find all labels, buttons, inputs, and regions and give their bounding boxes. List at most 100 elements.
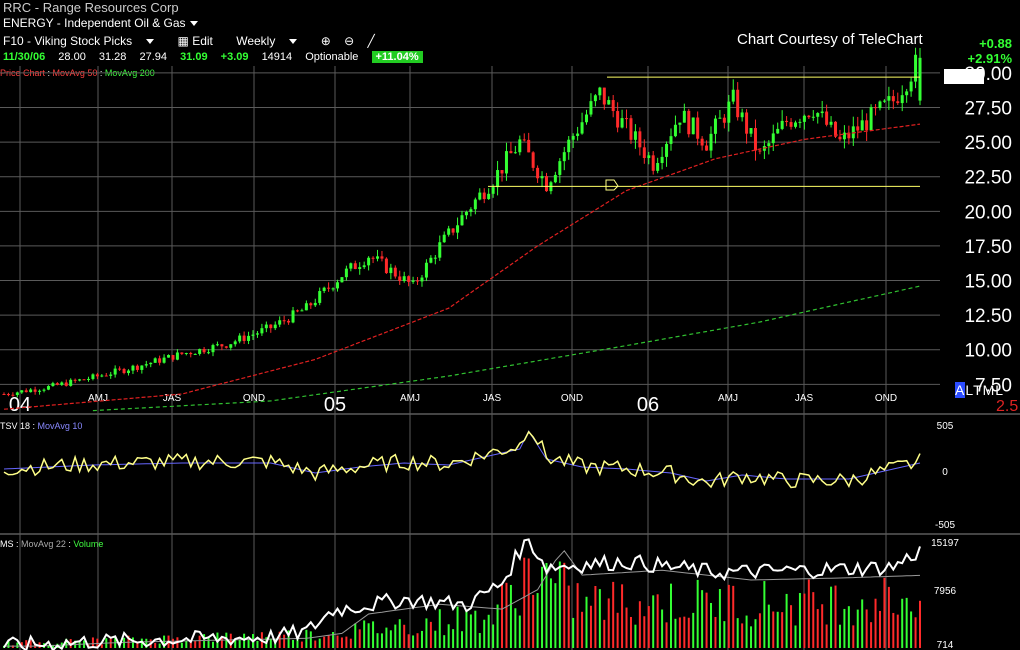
candle-body (158, 358, 162, 363)
candle-body (433, 257, 437, 259)
volume-bar (656, 594, 659, 648)
candle-body (918, 57, 922, 101)
x-tick-label: AMJ (88, 393, 108, 404)
volume-bar (541, 566, 544, 648)
volume-bar (723, 621, 726, 648)
volume-bar (585, 596, 588, 648)
candle-body (371, 257, 375, 259)
tsv-tick-label: -505 (935, 520, 955, 531)
chevron-down-icon[interactable] (189, 21, 198, 27)
candle-body (842, 132, 846, 140)
candle-body (46, 386, 50, 390)
period-dropdown[interactable]: Weekly (236, 34, 307, 48)
volume-bar (812, 592, 815, 648)
volume-bar (496, 604, 499, 648)
candle-body (118, 368, 122, 370)
volume-bar (576, 583, 579, 648)
tsv-tick-label: 505 (937, 421, 954, 432)
candle-body (722, 117, 726, 123)
candle-body (860, 120, 864, 131)
candle-body (611, 100, 615, 112)
candle-body (487, 193, 491, 200)
tsv-tick-label: 0 (942, 467, 948, 478)
candle-body (362, 265, 366, 268)
volume-bar (536, 593, 539, 648)
draw-line-icon[interactable]: ╱ (367, 34, 375, 48)
candle-body (393, 267, 397, 277)
candle-body (384, 258, 388, 274)
volume-bar (25, 640, 28, 648)
candle-body (616, 111, 620, 128)
volume-bar (745, 615, 748, 648)
candle-body (193, 353, 197, 355)
legend-tsv: TSV 18 (0, 421, 31, 431)
volume-bar (256, 640, 259, 648)
volume-bar (616, 612, 619, 648)
volume-bar (447, 624, 450, 648)
volume-bar (234, 639, 237, 648)
candle-body (478, 192, 482, 200)
volume-bar (816, 609, 819, 648)
zoom-in-icon[interactable]: ⊕ (320, 34, 331, 48)
annotation-marker (605, 179, 619, 191)
x-tick-label: 06 (637, 394, 659, 416)
candle-body (740, 112, 744, 118)
candle-body (15, 392, 19, 396)
volume-bar (363, 620, 366, 648)
candle-body (353, 263, 357, 269)
volume-bar (772, 611, 775, 648)
style-a-button[interactable]: A (955, 382, 966, 398)
watchlist-dropdown[interactable]: F10 - Viking Stock Picks (3, 34, 164, 48)
volume-bar (710, 602, 713, 648)
sector-line[interactable]: ENERGY - Independent Oil & Gas (3, 16, 198, 30)
volume-bar (434, 630, 437, 648)
volume-bar (545, 562, 548, 648)
volume-bar (901, 598, 904, 648)
candle-body (807, 115, 811, 118)
volume-bar (661, 609, 664, 648)
volume-bar (652, 595, 655, 648)
zoom-out-icon[interactable]: ⊖ (344, 34, 355, 48)
quote-date: 11/30/06 (3, 51, 46, 63)
volume-bar (452, 629, 455, 648)
volume-bar (572, 617, 575, 648)
candle-body (91, 374, 95, 379)
volume-bar (385, 627, 388, 648)
volume-bar (492, 624, 495, 648)
volume-bar (798, 593, 801, 648)
candle-body (2, 394, 6, 396)
volume-bar (701, 590, 704, 648)
volume-bar (211, 641, 214, 648)
style-ltml-buttons[interactable]: LTML (965, 382, 1005, 398)
candle-body (865, 120, 869, 131)
candle-body (242, 335, 246, 341)
symbol-line[interactable]: RRC - Range Resources Corp (3, 0, 179, 15)
volume-bar (505, 582, 508, 648)
volume-bar (145, 638, 148, 648)
candle-body (567, 139, 571, 153)
volume-bar (625, 607, 628, 648)
volume-bar (358, 629, 361, 648)
volume-bar (11, 645, 14, 648)
candle-body (571, 135, 575, 140)
candle-body (789, 122, 793, 127)
candle-body (874, 107, 878, 109)
candle-body (104, 375, 108, 377)
volume-bar (838, 624, 841, 648)
volume-bar (549, 578, 552, 648)
candle-body (380, 256, 384, 259)
x-tick-label: AMJ (718, 393, 738, 404)
candle-body (705, 145, 709, 151)
volume-bar (563, 562, 566, 648)
candle-body (456, 225, 460, 233)
candle-body (287, 320, 291, 323)
candle-body (727, 101, 731, 123)
y-tick-label: 25.00 (964, 133, 1012, 154)
volume-bar (91, 637, 94, 648)
volume-bar (7, 641, 10, 648)
edit-button[interactable]: ▦ Edit (177, 34, 213, 48)
volume-bar (750, 626, 753, 648)
volume-bar (629, 616, 632, 648)
chevron-down-icon (146, 39, 155, 45)
